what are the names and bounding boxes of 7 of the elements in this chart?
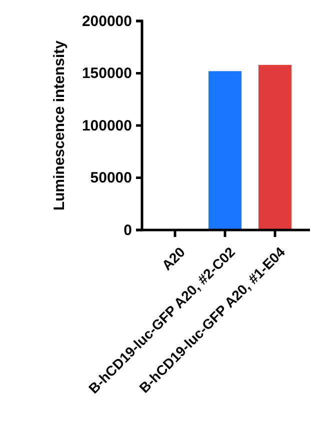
y-tick-label: 50000 [90,170,132,187]
x-tick-label: A20 [158,244,188,274]
y-tick-label: 100000 [82,117,132,134]
y-axis-title: Luminescence intensity [51,40,68,211]
y-tick-label: 150000 [82,65,132,82]
y-tick-label: 200000 [82,12,132,30]
y-tick-label: 0 [124,222,132,239]
